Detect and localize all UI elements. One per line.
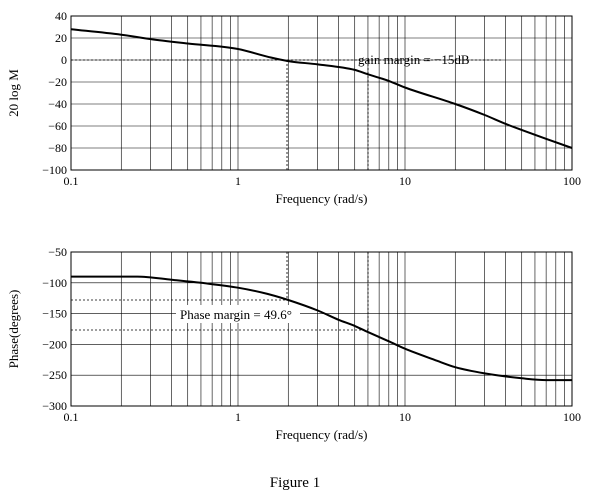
phase-y-tick-labels: −50 −100 −150 −200 −250 −300 xyxy=(42,245,67,413)
magnitude-guide-lines xyxy=(71,59,502,170)
phase-x-tick-labels: 0.1 1 10 100 xyxy=(64,410,582,424)
magnitude-frame xyxy=(70,15,573,171)
y-tick-label: −200 xyxy=(42,337,67,351)
y-tick-label: −40 xyxy=(48,97,67,111)
magnitude-x-axis-label: Frequency (rad/s) xyxy=(275,191,367,206)
phase-frame xyxy=(70,251,573,407)
phase-grid xyxy=(71,252,572,406)
figure-caption: Figure 1 xyxy=(270,475,320,491)
y-tick-label: 40 xyxy=(55,9,67,23)
x-tick-label: 1 xyxy=(235,174,241,188)
x-tick-label: 10 xyxy=(399,174,411,188)
gain-margin-annotation: gain margin = −15dB xyxy=(358,52,470,67)
y-tick-label: 0 xyxy=(61,53,67,67)
y-tick-label: 20 xyxy=(55,31,67,45)
phase-plot: −50 −100 −150 −200 −250 −300 0.1 1 10 100 Phase … xyxy=(6,245,581,442)
y-tick-label: −250 xyxy=(42,368,67,382)
magnitude-plot: 40 20 0 −20 −40 −60 −80 −100 0.1 1 10 100 gain mar… xyxy=(6,9,581,206)
y-tick-label: −100 xyxy=(42,276,67,290)
magnitude-y-tick-labels: 40 20 0 −20 −40 −60 −80 −100 xyxy=(42,9,67,177)
y-tick-label: −60 xyxy=(48,119,67,133)
phase-y-axis-label: Phase(degrees) xyxy=(6,290,21,369)
x-tick-label: 10 xyxy=(399,410,411,424)
x-tick-label: 0.1 xyxy=(64,410,79,424)
y-tick-label: −80 xyxy=(48,141,67,155)
magnitude-x-tick-labels: 0.1 1 10 100 xyxy=(64,174,582,188)
x-tick-label: 0.1 xyxy=(64,174,79,188)
magnitude-y-axis-label: 20 log M xyxy=(6,69,21,117)
phase-margin-annotation: Phase margin = 49.6° xyxy=(180,307,292,322)
y-tick-label: −20 xyxy=(48,75,67,89)
x-tick-label: 100 xyxy=(563,410,581,424)
phase-curve xyxy=(70,275,572,382)
x-tick-label: 100 xyxy=(563,174,581,188)
x-tick-label: 1 xyxy=(235,410,241,424)
y-tick-label: −100 xyxy=(42,163,67,177)
y-tick-label: −150 xyxy=(42,307,67,321)
phase-x-axis-label: Frequency (rad/s) xyxy=(275,427,367,442)
y-tick-label: −300 xyxy=(42,399,67,413)
phase-guide-lines xyxy=(71,252,369,331)
phase-margin-label-background xyxy=(176,305,300,323)
magnitude-curve xyxy=(70,28,573,149)
y-tick-label: −50 xyxy=(48,245,67,259)
